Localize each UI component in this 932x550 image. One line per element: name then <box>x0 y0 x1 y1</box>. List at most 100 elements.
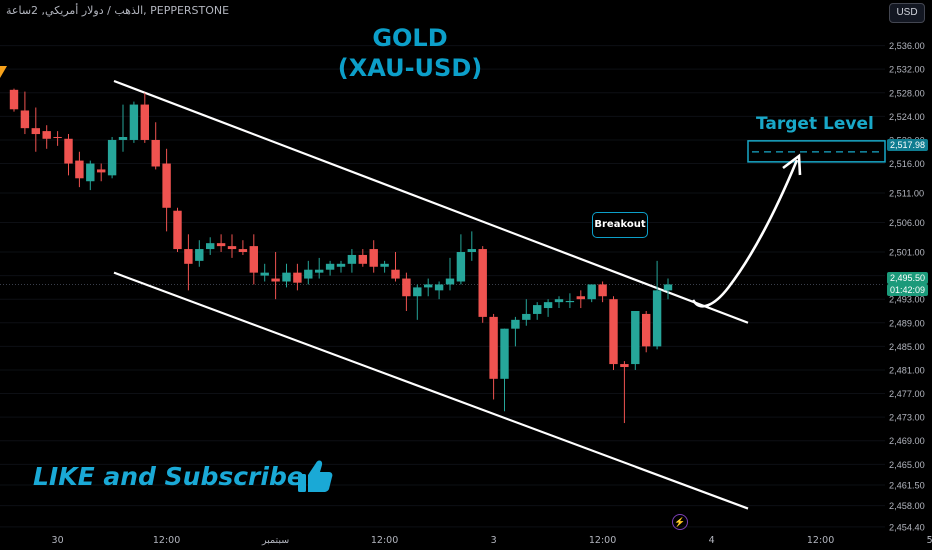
candle <box>620 361 629 424</box>
price-tick-label: 2,532.00 <box>889 65 925 75</box>
time-tick-label: 30 <box>52 535 64 546</box>
candle <box>195 240 204 267</box>
target-level-label: Target Level <box>756 114 874 134</box>
candle-body <box>140 104 149 140</box>
currency-button[interactable]: USD <box>889 3 925 23</box>
time-tick-label: 5 <box>927 535 932 546</box>
candle-body <box>402 278 411 297</box>
candle <box>402 272 411 311</box>
candle-body <box>151 139 160 167</box>
candle-body <box>511 319 520 329</box>
candle <box>391 252 400 282</box>
candle-body <box>500 328 509 379</box>
candle-layer <box>9 88 673 424</box>
candle <box>173 207 182 253</box>
candle <box>304 260 313 285</box>
candle-body <box>271 278 280 282</box>
candle <box>358 249 367 267</box>
candle-body <box>20 110 30 129</box>
candle-body <box>620 364 629 368</box>
projection-arrow-path <box>691 159 799 308</box>
candle <box>380 260 389 273</box>
candle-body <box>75 160 84 179</box>
candle <box>216 234 226 253</box>
candle-body <box>565 300 575 303</box>
candle-body <box>53 137 62 139</box>
candle <box>129 101 139 143</box>
price-tick-label: 2,506.00 <box>889 218 925 228</box>
candle-body <box>413 287 422 297</box>
price-tick-label: 2,469.00 <box>889 436 925 446</box>
candle <box>554 296 564 309</box>
candle <box>227 234 237 258</box>
price-tick-label: 2,524.00 <box>889 112 925 122</box>
candle <box>325 260 335 276</box>
price-tick-label: 2,501.00 <box>889 248 925 258</box>
target-zone-box <box>747 140 886 163</box>
price-tick-label: 2,536.00 <box>889 41 925 51</box>
time-tick-label: 12:00 <box>371 535 398 546</box>
price-tick-label: 2,473.00 <box>889 413 925 423</box>
bar-countdown-badge: 01:42:09 <box>887 284 928 296</box>
candle <box>53 131 62 146</box>
lightning-icon[interactable]: ⚡ <box>672 514 688 530</box>
candle-body <box>293 272 302 283</box>
candle <box>31 107 40 152</box>
candle <box>609 296 618 370</box>
upper-channel-line <box>113 79 749 324</box>
candle <box>456 234 466 285</box>
candle <box>369 240 378 273</box>
candle <box>86 160 95 191</box>
candle <box>42 125 51 149</box>
target-layer <box>747 140 886 163</box>
candle-body <box>445 278 455 285</box>
candle <box>271 252 280 300</box>
candle-body <box>31 128 40 135</box>
price-tick-label: 2,458.00 <box>889 501 925 511</box>
like-subscribe-text: LIKE and Subscribe <box>33 462 304 491</box>
candle-body <box>358 254 367 264</box>
candle-body <box>652 290 662 347</box>
candle-body <box>97 169 106 173</box>
candle <box>282 263 291 288</box>
candle <box>598 281 607 303</box>
candle <box>75 151 84 188</box>
candle <box>293 263 302 291</box>
candle <box>336 260 346 273</box>
candle-body <box>336 263 346 267</box>
breakout-callout: Breakout <box>592 212 648 238</box>
target-price-badge: 2,517.98 <box>887 139 928 151</box>
time-tick-label: 12:00 <box>589 535 616 546</box>
candle-body <box>184 249 193 264</box>
candle-body <box>325 263 335 270</box>
candle <box>652 260 662 350</box>
candle-body <box>598 284 607 297</box>
price-tick-label: 2,516.00 <box>889 159 925 169</box>
price-tick-label: 2,461.50 <box>889 480 925 490</box>
candle <box>663 278 673 300</box>
candle-body <box>282 272 291 282</box>
thumbs-up-icon <box>298 460 333 492</box>
candle-body <box>478 249 487 317</box>
candle-body <box>663 284 673 291</box>
time-tick-label: سبتمبر <box>261 535 289 546</box>
candle-body <box>347 254 357 264</box>
price-tick-label: 2,477.00 <box>889 389 925 399</box>
candle <box>565 293 575 309</box>
price-tick-label: 2,454.40 <box>889 522 925 532</box>
candle <box>238 240 248 255</box>
candle-body <box>543 302 553 309</box>
candle-body <box>456 252 466 282</box>
time-tick-label: 4 <box>709 535 715 546</box>
price-tick-label: 2,489.00 <box>889 318 925 328</box>
candle <box>315 257 324 279</box>
price-tick-label: 2,493.00 <box>889 295 925 305</box>
candle-body <box>642 313 651 347</box>
candle-body <box>162 163 171 208</box>
candle-body <box>86 163 95 182</box>
candle-body <box>631 310 640 365</box>
candle <box>151 122 160 170</box>
candle-body <box>380 263 389 267</box>
